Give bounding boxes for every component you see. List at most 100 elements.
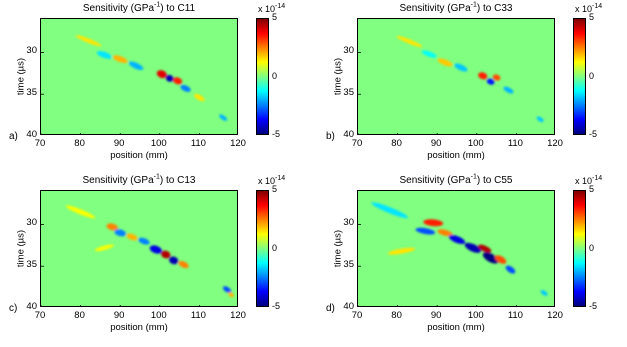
- heatmap-feature: [165, 74, 174, 82]
- y-tick-label: 40: [343, 129, 354, 140]
- heatmap-feature: [540, 290, 548, 296]
- colorbar-exponent-power: -14: [275, 3, 286, 10]
- chart-title-suffix: ) to C55: [476, 175, 513, 186]
- chart-title-suffix: ) to C13: [159, 175, 196, 186]
- y-tick-label: 35: [26, 87, 37, 99]
- chart-title: Sensitivity (GPa-1) to C55: [357, 173, 555, 186]
- x-axis-label: position (mm): [110, 150, 168, 161]
- colorbar-exponent-base: x 10: [575, 4, 593, 14]
- colorbar-tick-label: 5: [589, 184, 595, 194]
- y-axis-label: time (µs): [15, 229, 27, 267]
- heatmap-feature: [169, 256, 179, 265]
- x-tick-label: 80: [74, 138, 85, 149]
- x-tick-label: 80: [391, 138, 402, 149]
- heatmap-feature: [156, 70, 167, 79]
- heatmap-canvas: [358, 19, 554, 134]
- heatmap-feature: [482, 252, 499, 264]
- heatmap-feature: [494, 255, 507, 264]
- chart-title-superscript: -1: [470, 173, 477, 181]
- colorbar: [256, 18, 269, 135]
- x-tick-label: 90: [430, 310, 442, 321]
- x-axis-label: position (mm): [427, 322, 485, 333]
- x-tick-label: 110: [190, 310, 206, 321]
- x-tick-label: 100: [467, 138, 484, 149]
- heatmap-feature: [478, 244, 492, 253]
- colorbar-tick-label: 0: [589, 242, 595, 253]
- chart-title-suffix: ) to C11: [160, 3, 196, 14]
- panel-letter: d): [326, 303, 335, 314]
- y-tick-label: 40: [26, 301, 37, 312]
- x-tick-label: 120: [230, 310, 246, 321]
- chart-panel: Sensitivity (GPa-1) to C55 70 80 90 100 110 12…: [317, 172, 627, 344]
- y-tick-label: 40: [343, 301, 354, 312]
- chart-title-superscript: -1: [470, 1, 477, 9]
- x-tick-label: 90: [113, 310, 125, 321]
- y-tick-label: 30: [26, 217, 37, 229]
- x-tick-label: 110: [507, 310, 523, 321]
- y-tick-label: 35: [343, 259, 354, 271]
- heatmap-feature: [503, 86, 514, 94]
- x-tick-label: 80: [391, 310, 402, 321]
- chart-title-text: Sensitivity (GPa: [399, 3, 471, 14]
- y-tick-label: 40: [26, 129, 37, 140]
- chart-title-superscript: -1: [153, 173, 160, 181]
- colorbar-tick-label: 0: [589, 70, 595, 81]
- heatmap-feature: [437, 229, 453, 237]
- heatmap-feature: [180, 84, 191, 92]
- heatmap-feature: [415, 227, 436, 235]
- heatmap-feature: [486, 78, 495, 85]
- colorbar-exponent-power: -14: [592, 175, 603, 182]
- colorbar-tick-label: 0: [272, 242, 278, 253]
- heatmap-feature: [464, 242, 481, 253]
- y-axis-label: time (µs): [15, 57, 27, 95]
- y-tick-label: 30: [343, 217, 354, 229]
- heatmap-feature: [173, 77, 183, 85]
- heatmap-feature: [478, 72, 488, 80]
- heatmap-feature: [437, 58, 453, 67]
- heatmap-feature: [75, 35, 102, 47]
- heatmap-feature: [423, 219, 444, 227]
- x-tick-label: 120: [547, 310, 563, 321]
- heatmap-feature: [492, 74, 501, 81]
- heatmap-feature: [194, 93, 205, 102]
- panel-letter: b): [326, 131, 335, 142]
- x-tick-label: 120: [547, 138, 563, 149]
- colorbar-exponent: x 10-14: [258, 3, 286, 14]
- colorbar: [573, 190, 586, 307]
- colorbar-tick-label: 5: [589, 12, 595, 22]
- plot-area: [357, 18, 555, 135]
- plot-area: [40, 18, 238, 135]
- heatmap-feature: [536, 116, 544, 123]
- x-tick-label: 70: [351, 138, 363, 149]
- plot-area: [40, 190, 238, 307]
- panel-letter: c): [9, 303, 18, 314]
- heatmap-background: [41, 19, 237, 134]
- chart-panel: Sensitivity (GPa-1) to C13 70 80 90 100 110 12…: [0, 172, 310, 344]
- x-tick-label: 90: [430, 138, 442, 149]
- chart-title-suffix: ) to C33: [476, 3, 513, 14]
- x-tick-label: 90: [113, 138, 125, 149]
- y-tick-label: 30: [343, 45, 354, 57]
- panel-letter: a): [9, 131, 18, 142]
- colorbar-tick-label: -5: [589, 301, 598, 311]
- x-tick-label: 100: [150, 138, 167, 149]
- x-tick-label: 110: [190, 138, 206, 149]
- chart-title-text: Sensitivity (GPa: [82, 3, 155, 14]
- x-tick-label: 110: [507, 138, 523, 149]
- heatmap-feature: [178, 261, 189, 269]
- x-axis-label: position (mm): [110, 322, 168, 333]
- colorbar-tick-label: -5: [272, 129, 281, 139]
- colorbar: [256, 190, 269, 307]
- heatmap-feature: [65, 205, 96, 219]
- heatmap-feature: [371, 202, 409, 219]
- x-tick-label: 100: [150, 310, 167, 321]
- chart-panel: Sensitivity (GPa-1) to C33 70 80 90 100 110 12…: [317, 0, 627, 172]
- chart-title: Sensitivity (GPa-1) to C11: [40, 2, 238, 14]
- heatmap-feature: [454, 63, 468, 72]
- x-tick-label: 70: [34, 310, 46, 321]
- x-tick-label: 70: [351, 310, 363, 321]
- colorbar-exponent: x 10-14: [258, 175, 285, 186]
- colorbar-exponent-base: x 10: [258, 176, 276, 186]
- heatmap-canvas: [41, 19, 237, 134]
- heatmap-feature: [505, 265, 516, 274]
